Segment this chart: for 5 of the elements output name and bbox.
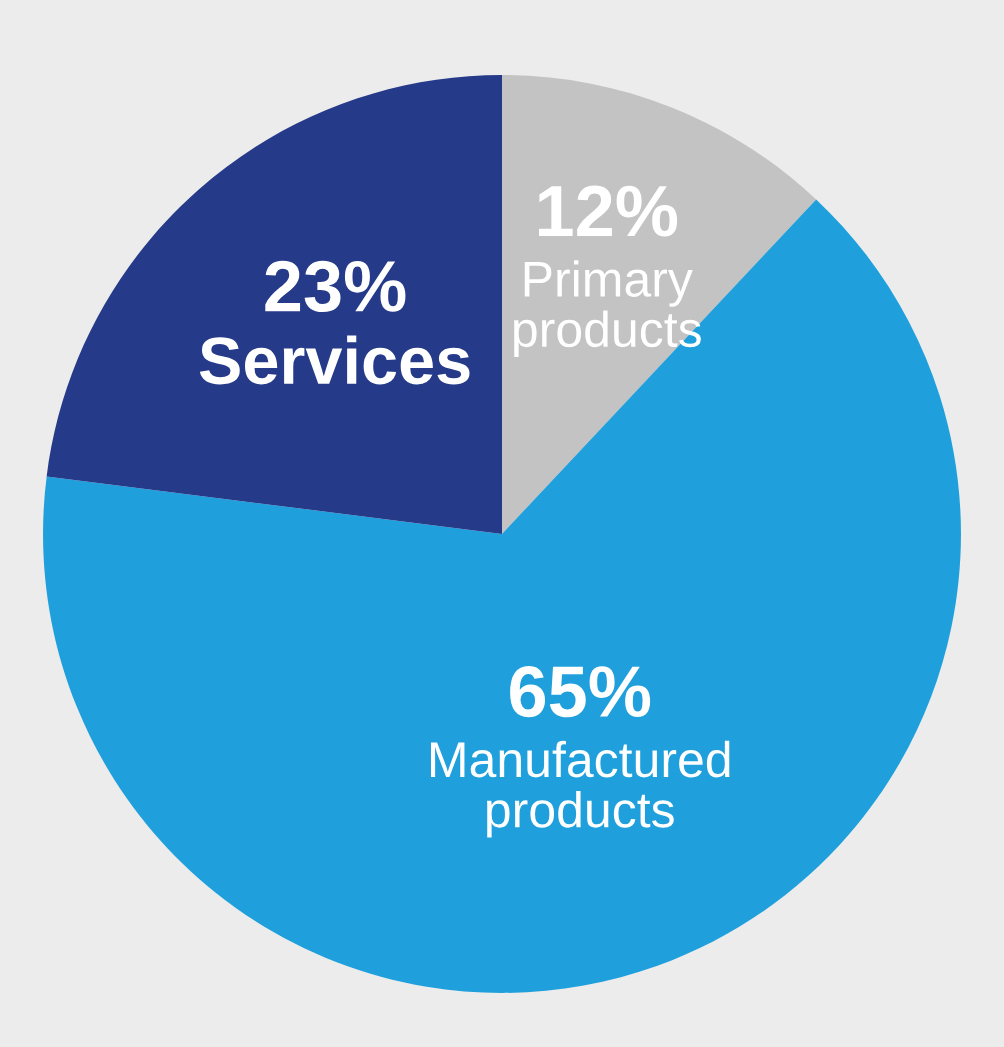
data-label: 23% bbox=[265, 260, 406, 313]
data-label: 65% bbox=[510, 666, 651, 718]
slice-label: Services bbox=[199, 335, 470, 385]
data-label: 12% bbox=[539, 185, 678, 237]
slice-label: Manufactured products bbox=[430, 740, 730, 838]
